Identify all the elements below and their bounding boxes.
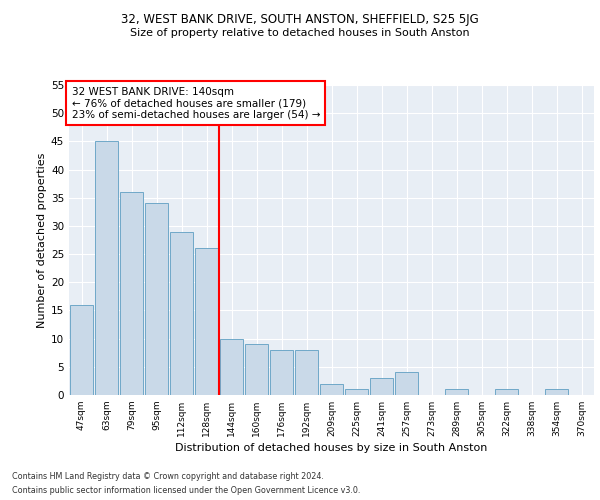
- Bar: [195, 248, 218, 395]
- Text: 32, WEST BANK DRIVE, SOUTH ANSTON, SHEFFIELD, S25 5JG: 32, WEST BANK DRIVE, SOUTH ANSTON, SHEFF…: [121, 12, 479, 26]
- Bar: [395, 372, 418, 395]
- Bar: [545, 390, 568, 395]
- Text: Contains HM Land Registry data © Crown copyright and database right 2024.: Contains HM Land Registry data © Crown c…: [12, 472, 324, 481]
- Y-axis label: Number of detached properties: Number of detached properties: [37, 152, 47, 328]
- Bar: [445, 390, 468, 395]
- Bar: [95, 142, 118, 395]
- Text: Size of property relative to detached houses in South Anston: Size of property relative to detached ho…: [130, 28, 470, 38]
- Bar: [320, 384, 343, 395]
- Text: Contains public sector information licensed under the Open Government Licence v3: Contains public sector information licen…: [12, 486, 361, 495]
- Bar: [220, 338, 243, 395]
- Bar: [370, 378, 393, 395]
- Bar: [245, 344, 268, 395]
- X-axis label: Distribution of detached houses by size in South Anston: Distribution of detached houses by size …: [175, 443, 488, 453]
- Bar: [270, 350, 293, 395]
- Bar: [70, 305, 93, 395]
- Bar: [170, 232, 193, 395]
- Text: 32 WEST BANK DRIVE: 140sqm
← 76% of detached houses are smaller (179)
23% of sem: 32 WEST BANK DRIVE: 140sqm ← 76% of deta…: [71, 86, 320, 120]
- Bar: [495, 390, 518, 395]
- Bar: [120, 192, 143, 395]
- Bar: [345, 390, 368, 395]
- Bar: [295, 350, 318, 395]
- Bar: [145, 204, 168, 395]
